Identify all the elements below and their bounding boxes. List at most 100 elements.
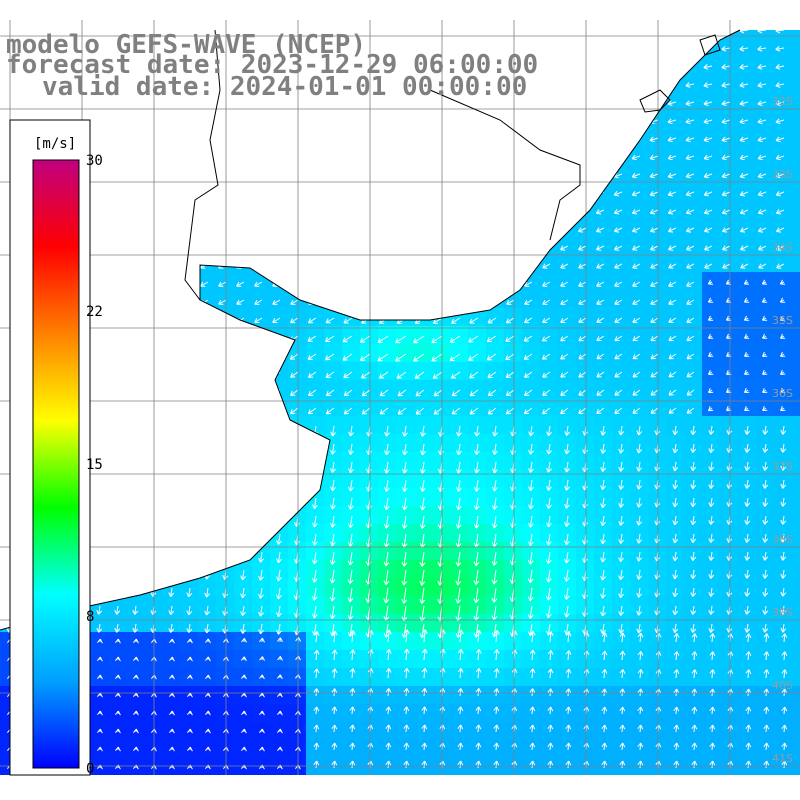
wind-arrow	[253, 172, 263, 179]
speed-cell	[558, 434, 577, 453]
wind-arrow	[276, 569, 282, 582]
wind-arrow	[326, 263, 335, 269]
wind-arrow	[703, 82, 713, 88]
wind-arrow	[199, 154, 209, 161]
speed-cell	[594, 254, 613, 273]
speed-cell	[540, 218, 559, 237]
wind-arrow	[596, 335, 605, 342]
wind-arrow	[241, 674, 247, 680]
speed-cell	[432, 668, 451, 687]
wind-arrow	[667, 82, 677, 88]
speed-cell	[594, 632, 613, 651]
speed-cell	[720, 362, 739, 381]
speed-cell	[108, 776, 127, 795]
wind-arrow	[110, 317, 119, 323]
wind-arrow	[132, 551, 139, 561]
speed-cell	[630, 182, 649, 201]
speed-cell	[162, 200, 181, 219]
speed-cell	[720, 776, 739, 795]
wind-arrow	[618, 443, 625, 454]
wind-arrow	[455, 497, 462, 511]
speed-cell	[396, 200, 415, 219]
speed-cell	[756, 614, 775, 633]
speed-cell	[306, 380, 325, 399]
speed-cell	[108, 650, 127, 669]
wind-arrow	[433, 172, 443, 179]
wind-arrow	[329, 533, 336, 547]
wind-arrow	[379, 389, 389, 397]
speed-cell	[594, 416, 613, 435]
wind-arrow	[115, 728, 121, 734]
wind-arrow	[721, 45, 731, 52]
wind-arrow	[523, 209, 533, 215]
wind-arrow	[506, 263, 515, 269]
speed-cell	[792, 362, 800, 381]
speed-cell	[126, 218, 145, 237]
wind-arrow	[132, 443, 139, 453]
wind-arrow	[181, 136, 191, 143]
speed-cell	[252, 614, 271, 633]
wind-arrow	[182, 317, 191, 323]
wind-arrow	[578, 353, 587, 360]
wind-arrow	[667, 136, 677, 143]
wind-arrow	[421, 629, 428, 643]
speed-cell	[126, 470, 145, 489]
wind-arrow	[307, 335, 317, 342]
speed-cell	[360, 560, 379, 579]
speed-cell	[144, 506, 163, 525]
speed-cell	[702, 614, 721, 633]
wind-arrow	[133, 692, 139, 698]
wind-arrow	[294, 479, 300, 491]
wind-arrow	[199, 227, 209, 233]
speed-cell	[720, 200, 739, 219]
speed-cell	[342, 650, 361, 669]
speed-cell	[216, 578, 235, 597]
speed-cell	[342, 668, 361, 687]
speed-cell	[504, 650, 523, 669]
speed-cell	[648, 488, 667, 507]
speed-cell	[468, 326, 487, 345]
speed-cell	[270, 578, 289, 597]
wind-arrow	[492, 443, 498, 455]
wind-arrow	[164, 353, 173, 360]
speed-cell	[558, 56, 577, 75]
speed-cell	[180, 200, 199, 219]
speed-cell	[162, 326, 181, 345]
speed-cell	[288, 146, 307, 165]
wind-arrow	[380, 281, 389, 287]
speed-cell	[144, 380, 163, 399]
speed-cell	[774, 344, 793, 363]
wind-arrow	[421, 687, 428, 697]
speed-cell	[576, 434, 595, 453]
wind-arrow	[703, 191, 713, 197]
speed-cell	[144, 200, 163, 219]
speed-cell	[684, 380, 703, 399]
speed-cell	[630, 38, 649, 57]
wind-arrow	[455, 569, 462, 586]
speed-cell	[576, 452, 595, 471]
speed-cell	[252, 560, 271, 579]
speed-cell	[612, 74, 631, 93]
wind-arrow	[560, 317, 569, 323]
wind-arrow	[385, 724, 392, 733]
wind-arrow	[325, 335, 335, 342]
speed-cell	[378, 686, 397, 705]
wind-arrow	[721, 136, 731, 143]
wind-arrow	[415, 30, 425, 34]
wind-arrow	[739, 30, 749, 34]
speed-cell	[414, 200, 433, 219]
wind-arrow	[431, 335, 443, 344]
speed-cell	[144, 596, 163, 615]
speed-cell	[504, 740, 523, 759]
speed-cell	[144, 344, 163, 363]
speed-cell	[702, 452, 721, 471]
wind-arrow	[708, 406, 714, 412]
wind-arrow	[491, 533, 498, 547]
speed-cell	[558, 686, 577, 705]
speed-cell	[684, 578, 703, 597]
speed-cell	[468, 614, 487, 633]
speed-cell	[180, 110, 199, 129]
speed-cell	[630, 308, 649, 327]
wind-arrow	[523, 118, 533, 125]
wind-arrow	[632, 263, 641, 269]
